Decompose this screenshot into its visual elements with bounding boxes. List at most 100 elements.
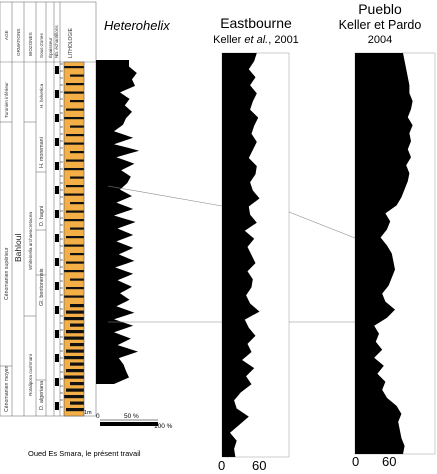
lithology-bed — [64, 244, 84, 247]
eastbourne-area — [222, 53, 260, 457]
heterohelix-title: Heterohelix — [104, 18, 170, 33]
lithology-bed — [64, 142, 84, 145]
lithology-bed — [66, 185, 84, 188]
lithology-bed — [64, 395, 84, 399]
lithology-bed — [70, 74, 84, 77]
lithology-base — [64, 62, 84, 416]
lithology-bed — [70, 176, 84, 179]
lithology-bed — [66, 369, 84, 373]
thickness-scale-block — [55, 66, 59, 74]
lithology-bed — [66, 134, 84, 137]
subzone-label-2: H. moremani — [39, 137, 45, 168]
heterohelix-axis: 0 50 % 100 % 1m — [84, 410, 173, 430]
correlation-line-upper-left — [107, 185, 223, 207]
lithology-bed — [66, 330, 84, 334]
site-caption: Oued Es Smara, le présent travail — [28, 449, 141, 458]
lithology-bed — [66, 159, 84, 162]
lithology-bed — [70, 343, 84, 347]
lithology-bed — [64, 219, 84, 222]
thickness-scale-block — [55, 162, 59, 170]
lithology-bed — [64, 91, 84, 94]
pueblo-subtitle: Keller et Pardo — [339, 18, 422, 32]
thickness-scale-block — [55, 234, 59, 242]
pueblo-tick-60: 60 — [382, 454, 396, 469]
thickness-scale-block — [55, 90, 59, 98]
header-thickness: Épaisseur — [47, 37, 53, 58]
lithology-bed — [70, 382, 84, 386]
lithology-bed — [66, 236, 84, 239]
age-upper-label: Cénomanien supérieur — [4, 247, 10, 300]
eastbourne-subtitle: Keller et al., 2001 — [213, 34, 299, 46]
lithology-bed — [70, 304, 84, 308]
header-samples: Nb. échantillons — [54, 25, 59, 58]
subzone-label-1: H. helvetica — [39, 84, 44, 108]
lithology-bed — [70, 100, 84, 103]
eastbourne-title: Eastbourne — [220, 15, 292, 31]
heterohelix-tick-50: 50 % — [124, 413, 139, 420]
lithology-bed — [64, 356, 84, 360]
lithology-bed — [70, 125, 84, 128]
thickness-scale-block — [55, 258, 59, 266]
lithology-bed — [64, 117, 84, 120]
age-lower-label: Cénomanien moyen — [4, 365, 10, 412]
scale-1m-label: 1m — [84, 410, 92, 416]
subzone-label-4: Gl. bentonensis — [39, 268, 45, 306]
lithology-bed — [64, 193, 84, 196]
lithology-bed — [70, 362, 84, 366]
subzone-label-3: D. hagni — [39, 206, 45, 226]
lithology-bed — [64, 336, 84, 340]
thickness-scale-block — [55, 282, 59, 290]
header-lithology: LITHOLOGIE — [68, 27, 74, 58]
lithology-bed — [70, 278, 84, 281]
thickness-scale-block — [55, 114, 59, 122]
lithology-bed — [66, 388, 84, 392]
strat-body-labels: Turonien inférieur Cénomanien supérieur … — [4, 82, 45, 412]
percent-scale-bar — [100, 422, 158, 426]
heterohelix-tick-100: 100 % — [154, 423, 173, 430]
thickness-scale-block — [55, 138, 59, 146]
strat-headers: AGE ORMATIONS BIOZONES Sous-Zones Épaiss… — [4, 25, 74, 58]
correlation-line-upper-right — [288, 211, 356, 239]
lithology-bed — [70, 323, 84, 327]
lithology-bed — [66, 349, 84, 353]
heterohelix-area — [96, 60, 140, 384]
lithology-bed — [66, 310, 84, 314]
eastbourne-tick-0: 0 — [218, 458, 225, 473]
lithology-bed — [66, 108, 84, 111]
thickness-scale-block — [55, 186, 59, 194]
lithology-frame — [63, 61, 85, 417]
thickness-scale-block — [55, 330, 59, 338]
eastbourne-tick-60: 60 — [252, 458, 266, 473]
lithology-bed — [64, 168, 84, 171]
heterohelix-tick-0: 0 — [96, 413, 100, 420]
age-top-label: Turonien inférieur — [4, 82, 9, 118]
lithology-bed — [70, 202, 84, 205]
sample-ticks — [55, 63, 63, 410]
pueblo-tick-0: 0 — [352, 454, 359, 469]
lithology-bed — [64, 295, 84, 298]
lithology-bed — [66, 287, 84, 290]
pueblo-area — [355, 53, 413, 454]
lithology-bed — [64, 270, 84, 273]
thickness-scale-block — [55, 210, 59, 218]
lithology-bed — [70, 253, 84, 256]
subzone-label-5: D. algeriana — [39, 381, 45, 410]
pueblo-title: Pueblo — [358, 1, 402, 17]
thickness-scale-block — [55, 378, 59, 386]
lithology-bed — [70, 151, 84, 154]
lithology-bed — [66, 83, 84, 86]
header-age: AGE — [4, 30, 9, 40]
thickness-scale-block — [55, 402, 59, 410]
lithology-bed — [64, 375, 84, 379]
lithology-bed — [64, 317, 84, 321]
header-formations: ORMATIONS — [16, 29, 21, 56]
header-subzones: Sous-Zones — [39, 33, 44, 58]
thickness-scale-block — [55, 354, 59, 362]
pueblo-subtitle-year: 2004 — [368, 34, 392, 46]
strat-table — [0, 1, 97, 417]
lithology-bed — [66, 261, 84, 264]
lithology-bed — [70, 227, 84, 230]
lithology-bed — [66, 408, 84, 412]
formation-label: Bahloul — [13, 234, 23, 262]
